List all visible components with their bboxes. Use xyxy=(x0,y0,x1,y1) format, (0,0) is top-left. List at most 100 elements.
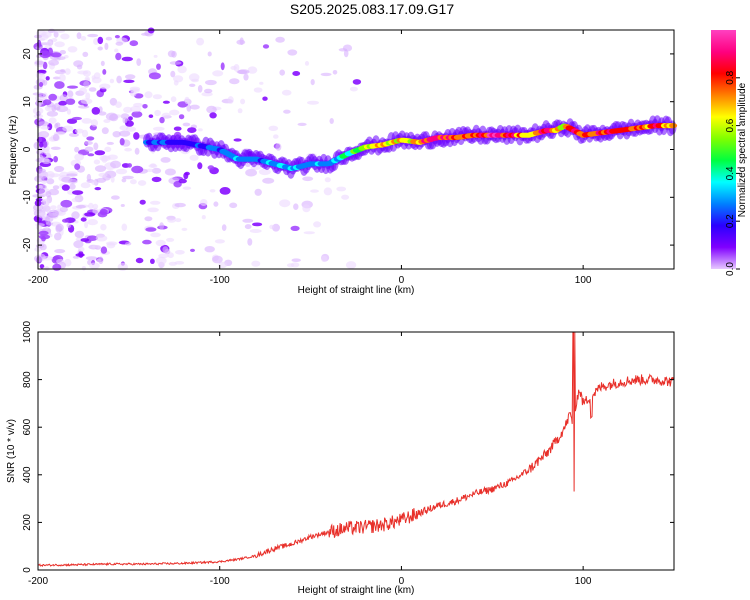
spectrogram-noise-cell xyxy=(247,238,253,246)
spectrogram-noise-cell xyxy=(62,218,69,223)
spectrogram-noise-cell xyxy=(61,184,70,191)
spectrogram-noise-cell xyxy=(129,40,139,47)
spectrogram-noise-cell xyxy=(54,81,65,89)
spectrogram-noise-cell xyxy=(329,118,334,124)
spectrogram-noise-cell xyxy=(307,100,319,105)
spectrogram-noise-cell xyxy=(293,203,299,210)
spectrogram-noise-cell xyxy=(150,258,155,264)
spectrogram-noise-cell xyxy=(92,203,99,210)
spectrogram-noise-cell xyxy=(199,199,208,206)
spectrogram-noise-cell xyxy=(119,138,125,146)
colorbar-tick-label: 0.2 xyxy=(725,214,736,228)
spectrogram-noise-cell xyxy=(352,79,362,85)
spectrogram-noise-cell xyxy=(73,60,84,68)
spectrogram-noise-cell xyxy=(155,239,166,247)
spectrogram-noise-cell xyxy=(290,225,300,231)
spectrogram-noise-cell xyxy=(124,147,132,152)
spectrogram-noise-cell xyxy=(104,42,109,51)
spectrogram-noise-cell xyxy=(253,87,263,93)
spectrogram-noise-cell xyxy=(74,230,85,239)
spectrogram-noise-cell xyxy=(302,204,311,213)
spectrogram-noise-cell xyxy=(175,250,185,255)
spectrogram-noise-cell xyxy=(272,223,280,232)
spectrogram-noise-cell xyxy=(164,168,176,176)
spectrogram-noise-cell xyxy=(233,138,242,142)
spectrogram-noise-cell xyxy=(262,177,275,184)
colorbar-tick-label: 0.6 xyxy=(725,118,736,132)
spectrogram-noise-cell xyxy=(114,35,120,39)
spectrogram-noise-cell xyxy=(115,52,122,61)
spectrogram-noise-cell xyxy=(321,255,328,263)
spectrogram-noise-cell xyxy=(158,253,169,259)
snr-frame xyxy=(37,331,675,571)
spectrogram-noise-cell xyxy=(218,261,228,269)
spectrogram-noise-cell xyxy=(201,215,206,220)
spectrogram-noise-cell xyxy=(115,168,128,175)
spectrogram-noise-cell xyxy=(184,171,190,176)
spectrogram-noise-cell xyxy=(77,70,89,75)
spectrogram-y-tick-label: 10 xyxy=(22,96,33,108)
spectrogram-noise-cell xyxy=(201,92,213,97)
spectrogram-noise-cell xyxy=(178,114,185,120)
spectrogram-noise-cell xyxy=(60,33,70,40)
spectrogram-y-axis-label: Frequency (Hz) xyxy=(8,116,19,185)
spectrogram-noise-cell xyxy=(80,217,87,222)
spectrogram-noise-cell xyxy=(125,126,137,132)
spectrogram-noise-cell xyxy=(303,231,315,235)
spectrogram-noise-cell xyxy=(178,178,187,184)
spectrogram-noise-cell xyxy=(52,263,62,271)
spectrogram-noise-cell xyxy=(227,96,234,104)
spectrogram-noise-cell xyxy=(59,105,64,110)
spectrogram-noise-cell xyxy=(60,199,73,208)
spectrogram-noise-cell xyxy=(121,56,133,62)
spectrogram-noise-cell xyxy=(159,116,165,124)
spectrogram-noise-cell xyxy=(95,235,108,242)
spectrogram-noise-cell xyxy=(133,132,140,140)
snr-plot-area xyxy=(38,332,674,570)
spectrogram-noise-cell xyxy=(170,96,177,103)
spectrogram-noise-cell xyxy=(310,79,315,86)
spectrogram-noise-cell xyxy=(343,49,349,58)
spectrogram-noise-cell xyxy=(155,256,167,265)
spectrogram-noise-cell xyxy=(247,66,258,74)
spectrogram-noise-cell xyxy=(207,51,212,57)
spectrogram-noise-cell xyxy=(130,179,137,185)
spectrogram-noise-cell xyxy=(71,198,80,203)
spectrogram-noise-cell xyxy=(109,113,119,122)
spectrogram-noise-cell xyxy=(323,187,333,196)
spectrogram-noise-cell xyxy=(105,36,113,41)
spectrogram-noise-cell xyxy=(219,187,231,195)
spectrogram-noise-cell xyxy=(177,65,187,74)
spectrogram-noise-cell xyxy=(74,153,84,161)
snr-x-axis-label: Height of straight line (km) xyxy=(298,585,415,596)
spectrogram-noise-cell xyxy=(38,234,51,240)
spectrogram-noise-cell xyxy=(212,70,224,77)
spectrogram-noise-cell xyxy=(85,92,91,100)
spectrogram-x-tick-label: 0 xyxy=(399,275,405,286)
spectrogram-noise-cell xyxy=(48,93,58,101)
spectrogram-noise-cell xyxy=(237,69,250,75)
spectrogram-noise-cell xyxy=(164,248,171,255)
spectrogram-noise-cell xyxy=(40,126,50,130)
spectrogram-noise-cell xyxy=(150,232,161,238)
spectrogram-noise-cell xyxy=(42,61,48,70)
snr-x-ticks: -200 -100 0 100 xyxy=(28,332,592,587)
spectrogram-y-tick-label: 0 xyxy=(22,146,33,152)
spectrogram-noise-cell xyxy=(45,76,50,81)
spectrogram-noise-cell xyxy=(50,52,62,58)
spectrogram-noise-cell xyxy=(169,61,182,65)
spectrogram-noise-cell xyxy=(56,56,66,60)
spectrogram-noise-cell xyxy=(159,222,165,230)
spectrogram-noise-cell xyxy=(251,260,261,267)
spectrogram-noise-cell xyxy=(93,159,101,165)
spectrogram-noise-cell xyxy=(123,79,135,84)
spectrogram-noise-cell xyxy=(189,83,196,88)
spectrogram-noise-cell xyxy=(72,255,80,259)
spectrogram-noise-cell xyxy=(38,121,50,127)
spectrogram-noise-cell xyxy=(144,91,153,99)
spectrogram-noise-cell xyxy=(42,99,52,106)
spectrogram-noise-cell xyxy=(34,60,45,65)
spectrogram-noise-cell xyxy=(173,75,184,83)
spectrogram-noise-cell xyxy=(54,249,66,254)
